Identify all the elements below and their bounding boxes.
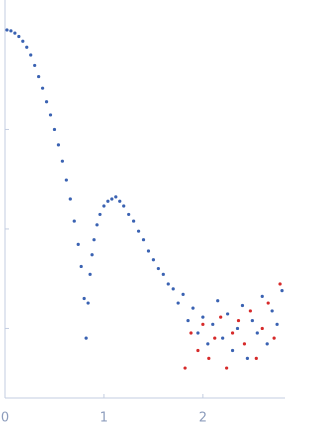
data-point: [278, 282, 282, 286]
data-point: [219, 315, 223, 319]
data-point: [196, 331, 200, 335]
data-point: [213, 336, 217, 340]
data-point: [181, 292, 185, 296]
data-point: [207, 356, 211, 361]
data-point: [25, 45, 29, 49]
data-point: [95, 223, 99, 227]
data-point: [146, 249, 151, 253]
data-point: [156, 266, 160, 271]
x-tick-label: 1: [100, 411, 108, 426]
data-point: [13, 31, 17, 35]
data-point: [161, 272, 165, 276]
data-point: [245, 356, 250, 361]
data-point: [226, 312, 230, 316]
data-point: [221, 336, 225, 340]
data-point: [225, 366, 229, 370]
data-point: [141, 238, 146, 242]
data-point: [92, 238, 96, 242]
data-point: [72, 219, 76, 223]
data-point: [82, 296, 86, 301]
data-point: [9, 29, 13, 33]
data-point: [102, 204, 106, 208]
data-point: [127, 212, 131, 217]
data-point: [236, 318, 241, 323]
x-tick-label: 0: [1, 411, 9, 426]
data-point: [255, 331, 259, 335]
data-point: [176, 301, 180, 305]
data-point: [196, 348, 200, 353]
chart: 0 1 2: [1, 0, 285, 426]
data-point: [84, 336, 88, 340]
data-point: [37, 74, 41, 79]
data-point: [189, 331, 193, 335]
data-point: [86, 301, 90, 305]
data-point: [201, 315, 205, 319]
data-point: [230, 348, 235, 353]
data-point: [260, 326, 264, 331]
data-point: [76, 242, 80, 246]
data-point: [52, 127, 57, 132]
data-point: [44, 100, 49, 104]
data-point: [40, 86, 45, 90]
data-point: [201, 322, 205, 326]
data-point: [260, 294, 264, 298]
data-point: [132, 219, 136, 223]
data-point: [280, 289, 284, 293]
data-point: [270, 309, 274, 313]
data-point: [242, 342, 247, 346]
data-point: [151, 258, 156, 262]
data-point: [254, 356, 258, 361]
data-point: [64, 178, 68, 182]
data-point: [5, 28, 9, 32]
data-point: [29, 53, 33, 57]
data-point: [250, 318, 254, 323]
data-point: [88, 272, 92, 276]
data-point: [275, 322, 279, 326]
data-point: [79, 264, 83, 269]
data-point: [60, 159, 64, 163]
data-point: [171, 287, 175, 291]
data-point: [191, 306, 195, 310]
data-point: [56, 143, 61, 147]
data-point: [230, 331, 235, 335]
data-point: [166, 282, 170, 286]
data-point: [106, 199, 110, 203]
data-point: [266, 301, 270, 305]
data-point: [114, 195, 118, 199]
data-point: [136, 229, 141, 233]
data-point: [183, 366, 187, 370]
data-point: [122, 204, 126, 208]
data-point: [98, 212, 102, 217]
data-point: [206, 342, 210, 346]
data-point: [265, 342, 269, 346]
data-point: [186, 318, 190, 323]
data-point: [68, 197, 72, 201]
data-point: [118, 199, 122, 203]
data-point: [21, 39, 25, 43]
data-point: [90, 253, 94, 257]
data-point: [248, 309, 252, 313]
data-point: [211, 322, 215, 326]
data-point: [240, 303, 245, 308]
data-point: [272, 336, 276, 340]
data-point: [110, 197, 114, 201]
data-point: [216, 299, 220, 303]
data-point: [17, 34, 21, 39]
data-point: [33, 63, 37, 68]
data-point: [48, 113, 53, 117]
data-point: [235, 326, 240, 331]
x-tick-label: 2: [199, 411, 207, 426]
